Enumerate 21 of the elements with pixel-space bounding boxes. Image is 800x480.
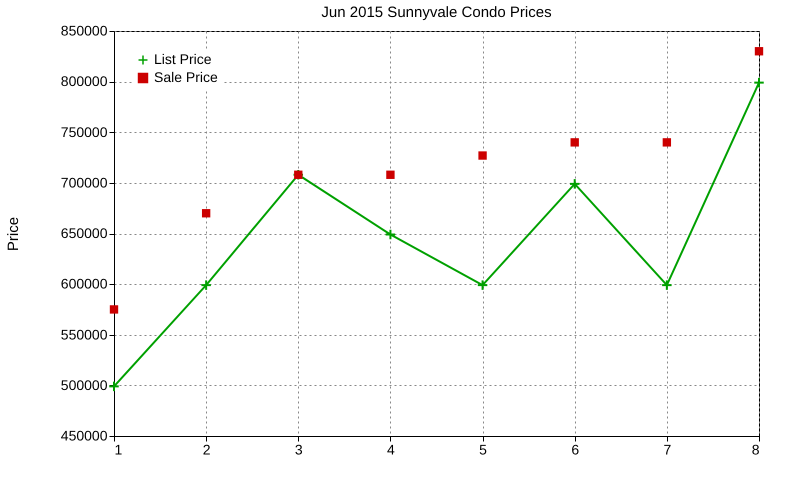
x-tick-label: 6: [571, 442, 580, 458]
y-tick-label: 800000: [60, 73, 108, 90]
x-tick-label: 4: [387, 442, 396, 458]
y-tick-label: 600000: [60, 276, 108, 292]
x-tick-label: 7: [663, 442, 672, 458]
y-tick-label: 550000: [60, 326, 108, 342]
x-tick-label: 3: [294, 442, 303, 458]
chart-title: Jun 2015 Sunnyvale Condo Prices: [321, 4, 552, 21]
y-tick-label: 650000: [60, 225, 108, 241]
x-tick-label: 8: [752, 442, 760, 458]
x-tick-label: 1: [114, 442, 122, 458]
x-tick-label: 2: [202, 442, 211, 458]
y-tick-label: 700000: [60, 174, 108, 190]
y-axis-title: Price: [4, 216, 22, 252]
legend-label: List Price: [154, 51, 212, 67]
y-tick-label: 450000: [60, 428, 108, 444]
y-tick-label: 750000: [60, 124, 108, 140]
x-tick-label: 5: [479, 442, 488, 458]
y-tick-label: 850000: [60, 22, 108, 38]
legend-label: Sale Price: [154, 69, 218, 85]
y-tick-label: 500000: [60, 376, 108, 393]
